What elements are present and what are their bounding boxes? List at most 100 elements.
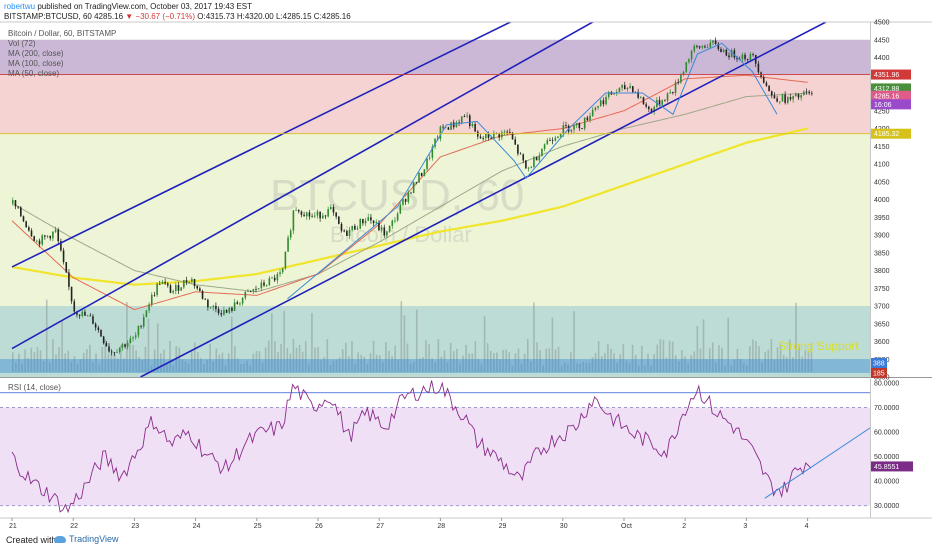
candle-body xyxy=(188,281,190,283)
candle-body xyxy=(690,50,693,60)
volume-bar xyxy=(708,348,711,372)
candle-body xyxy=(295,209,297,211)
volume-bar xyxy=(696,325,699,372)
candle-body xyxy=(183,280,185,288)
candle-body xyxy=(124,344,126,347)
candle-body xyxy=(460,116,463,123)
candle-body xyxy=(709,42,712,48)
candle-body xyxy=(313,215,316,217)
volume-tag-bg xyxy=(871,358,887,368)
candle-body xyxy=(501,132,503,138)
candle-body xyxy=(551,140,554,142)
volume-bar xyxy=(588,363,591,372)
volume-bar xyxy=(647,353,649,372)
volume-bar xyxy=(462,355,464,372)
price-tag-3: 16:06 xyxy=(871,99,911,110)
volume-bar xyxy=(49,362,51,372)
candle-body xyxy=(92,316,94,324)
price-tag-2: 4285.16 xyxy=(871,90,911,101)
candle-body xyxy=(573,125,575,130)
price-axis-label: 4050 xyxy=(874,179,890,186)
candle-body xyxy=(648,106,650,110)
channel-line-0 xyxy=(11,22,513,268)
tradingview-link[interactable]: TradingView xyxy=(54,534,119,544)
price-zone-1 xyxy=(0,75,870,134)
volume-bar xyxy=(351,340,353,372)
price-change: ▼ −30.67 (−0.71%) xyxy=(125,12,196,21)
volume-bar xyxy=(335,359,338,372)
candle-body xyxy=(583,117,586,129)
candle-body xyxy=(180,287,182,291)
volume-bar xyxy=(61,321,63,372)
candle-body xyxy=(252,289,255,292)
candle-body xyxy=(343,230,345,232)
volume-bar xyxy=(271,313,273,372)
candle-body xyxy=(661,100,663,105)
candle-body xyxy=(268,278,271,286)
volume-bar xyxy=(64,353,67,372)
volume-bar xyxy=(576,363,578,372)
date-axis-label: 27 xyxy=(376,523,384,530)
price-axis-label: 3600 xyxy=(874,339,890,346)
candle-body xyxy=(554,137,557,141)
author-link[interactable]: robertwu xyxy=(4,2,36,11)
volume-bar xyxy=(129,340,131,372)
candle-body xyxy=(642,97,645,105)
candle-body xyxy=(621,85,623,88)
created-with-label: Created with xyxy=(6,535,57,545)
candle-body xyxy=(770,91,773,96)
volume-bar xyxy=(218,354,221,372)
candle-body xyxy=(458,122,460,124)
volume-bar xyxy=(298,344,301,372)
candle-body xyxy=(664,100,666,102)
candle-body xyxy=(752,54,754,55)
candle-body xyxy=(356,228,359,230)
volume-bar xyxy=(625,360,628,372)
candle-body xyxy=(271,277,273,279)
candle-body xyxy=(217,308,220,314)
candle-body xyxy=(145,310,148,318)
volume-bar xyxy=(187,363,190,372)
volume-bar xyxy=(234,345,236,372)
candle-body xyxy=(399,204,402,214)
candle-body xyxy=(757,63,760,73)
volume-bar xyxy=(570,352,572,372)
volume-bar xyxy=(607,344,609,372)
publish-info: robertwu published on TradingView.com, O… xyxy=(4,2,252,11)
volume-bar xyxy=(755,341,757,372)
legend-vol: Vol (72) xyxy=(8,39,36,48)
candle-body xyxy=(808,91,810,94)
candle-body xyxy=(410,192,412,194)
candle-body xyxy=(471,124,474,126)
tradingview-brand: TradingView xyxy=(69,534,119,544)
volume-bar xyxy=(18,353,20,372)
price-tag-bg xyxy=(871,69,911,80)
volume-bar xyxy=(292,338,295,372)
candle-body xyxy=(319,211,321,219)
watermark-name: Bitcoin / Dollar xyxy=(330,222,472,247)
volume-bar xyxy=(449,342,452,372)
candle-body xyxy=(543,144,546,149)
volume-bar xyxy=(468,353,470,372)
candle-body xyxy=(781,94,784,102)
candle-body xyxy=(450,122,452,130)
volume-bar xyxy=(375,354,378,372)
trend-path-0 xyxy=(287,42,778,300)
legend-ma50: MA (50, close) xyxy=(8,69,59,78)
candle-body xyxy=(434,138,436,147)
candle-body xyxy=(618,87,621,92)
volume-bar xyxy=(79,359,82,372)
volume-bar xyxy=(434,362,437,372)
price-tag-label: 4351.96 xyxy=(874,72,899,79)
candle-body xyxy=(570,129,573,132)
candle-body xyxy=(714,40,717,44)
candle-body xyxy=(800,95,802,98)
price-axis-label: 3700 xyxy=(874,304,890,311)
volume-bar xyxy=(181,359,184,372)
volume-bar xyxy=(428,343,430,372)
volume-bar xyxy=(699,348,702,372)
candle-body xyxy=(442,126,444,128)
candle-body xyxy=(789,97,792,100)
candle-body xyxy=(108,346,110,352)
volume-bar xyxy=(644,365,646,372)
